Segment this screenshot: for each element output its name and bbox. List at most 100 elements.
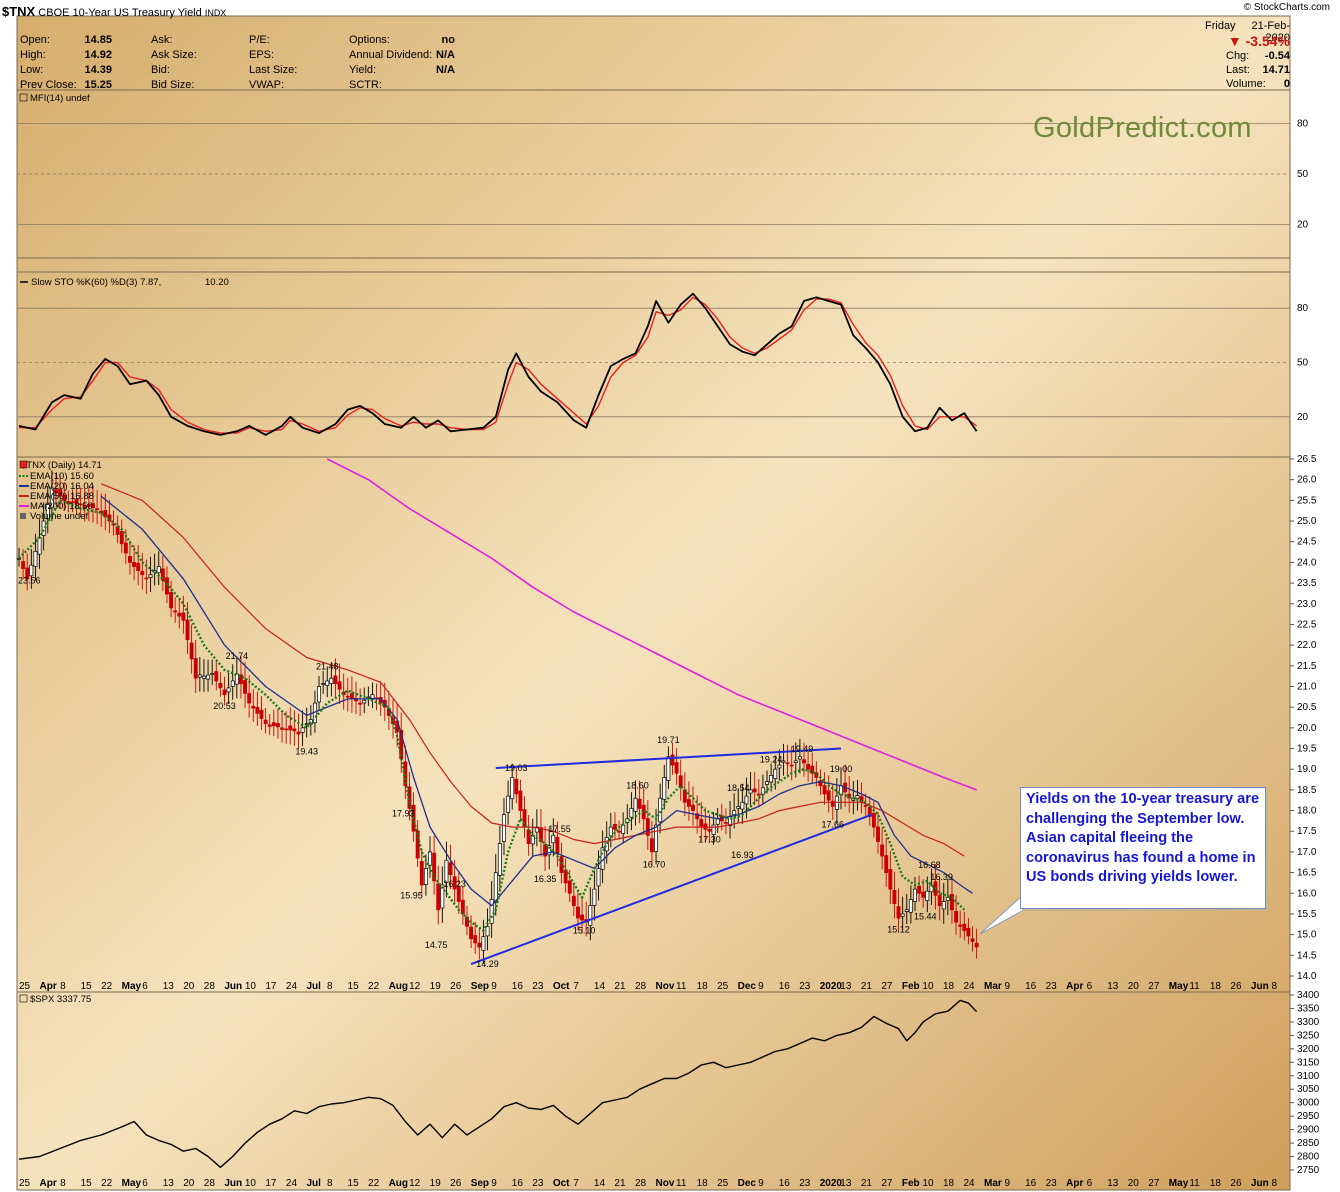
low-label: Low:	[20, 64, 44, 76]
candle-body	[460, 899, 465, 915]
price-tick-label: 25.0	[1297, 516, 1317, 527]
x-tick-label: Jun	[224, 1178, 242, 1189]
lastsize-label: Last Size:	[249, 64, 298, 76]
price-data-label: 21.48	[316, 662, 339, 672]
pe-label: P/E:	[249, 34, 270, 46]
x-tick-label: 8	[1271, 1178, 1277, 1189]
candle-body	[666, 756, 671, 781]
credit-label: © StockCharts.com	[1243, 2, 1330, 13]
candle-body	[559, 856, 564, 873]
x-tick-label: Dec	[738, 981, 757, 992]
x-tick-label: 22	[368, 981, 380, 992]
candle-body	[884, 855, 889, 873]
candle-body	[822, 785, 827, 795]
x-tick-label: Sep	[471, 1178, 489, 1189]
spx-tick-label: 3350	[1297, 1003, 1320, 1014]
candle-body	[321, 683, 326, 685]
chg-label: Chg:	[1226, 50, 1250, 62]
x-tick-label: 10	[245, 1178, 257, 1189]
candle-body	[95, 508, 100, 510]
candle-body	[481, 936, 486, 951]
x-tick-label: Jun	[224, 981, 242, 992]
candle-body	[337, 681, 342, 690]
x-tick-label: May	[122, 1178, 142, 1189]
candle-body	[489, 899, 494, 924]
open-label: Open:	[20, 34, 50, 46]
candle-body	[970, 938, 975, 942]
price-data-label: 20.53	[213, 701, 236, 711]
candle-body	[58, 488, 63, 497]
price-tick-label: 14.0	[1297, 971, 1317, 982]
sto-k-line	[18, 292, 978, 436]
candle-body	[152, 570, 157, 573]
candle-body	[263, 719, 268, 725]
candle-body	[271, 722, 276, 727]
candle-body	[785, 762, 790, 765]
x-tick-label: 8	[1271, 981, 1277, 992]
candle-body	[473, 935, 478, 944]
candle-body	[185, 619, 190, 640]
x-tick-label: 21	[861, 981, 873, 992]
x-tick-label: Sep	[471, 981, 489, 992]
x-tick-label: 8	[60, 1178, 66, 1189]
candle-body	[732, 810, 737, 815]
candle-body	[723, 822, 728, 824]
price-data-label: 21.74	[226, 651, 249, 661]
price-tick-label: 24.5	[1297, 537, 1317, 548]
price-tick-label: 19.0	[1297, 764, 1317, 775]
x-tick-label: 27	[881, 1178, 893, 1189]
price-tick-label: 20.5	[1297, 702, 1317, 713]
candle-body	[588, 905, 593, 926]
candle-body	[649, 838, 654, 853]
candle-body	[267, 724, 272, 727]
legend-entry: EMA(50) 16.88	[30, 491, 94, 502]
candle-body	[296, 731, 301, 735]
price-tick-label: 25.5	[1297, 495, 1317, 506]
spx-tick-label: 3100	[1297, 1071, 1320, 1082]
candle-body	[958, 924, 963, 927]
options-label: Options:	[349, 34, 390, 46]
candle-body	[736, 806, 741, 809]
candle-body	[707, 828, 712, 832]
x-tick-label: 16	[779, 1178, 791, 1189]
candle-body	[682, 789, 687, 803]
x-tick-label: Jun	[1251, 1178, 1269, 1189]
price-data-label: 16.39	[930, 872, 953, 882]
watermark: GoldPredict.com	[1033, 112, 1252, 144]
x-tick-label: Apr	[40, 1178, 57, 1189]
candle-body	[974, 942, 979, 948]
candle-body	[830, 800, 835, 807]
candle-body	[900, 913, 905, 917]
spx-tick-label: 2850	[1297, 1138, 1320, 1149]
candle-body	[633, 797, 638, 812]
x-tick-label: 24	[286, 981, 298, 992]
axis-bg	[1290, 16, 1337, 1190]
candle-body	[941, 901, 946, 910]
x-tick-label: 13	[163, 981, 175, 992]
candle-body	[576, 906, 580, 919]
price-tick-label: 18.0	[1297, 806, 1317, 817]
x-tick-label: 9	[491, 1178, 497, 1189]
low-value: 14.39	[84, 64, 112, 76]
candle-body	[354, 697, 358, 702]
candle-body	[189, 642, 194, 660]
candle-body	[317, 686, 321, 703]
candle-body	[703, 823, 708, 830]
candle-body	[596, 868, 601, 887]
spx-tick-label: 2950	[1297, 1111, 1320, 1122]
candle-body	[173, 610, 178, 613]
price-tick-label: 16.5	[1297, 868, 1317, 879]
candle-body	[658, 797, 663, 823]
x-tick-label: 11	[1189, 981, 1200, 992]
yield-value: N/A	[436, 64, 455, 76]
price-data-label: 19.24	[760, 754, 783, 764]
price-data-label: 16.35	[534, 874, 557, 884]
candle-body	[325, 680, 330, 686]
candle-body	[456, 885, 461, 902]
candle-body	[695, 813, 700, 820]
candle-body	[580, 914, 585, 921]
trendline	[495, 747, 842, 769]
x-tick-label: 19	[430, 1178, 442, 1189]
